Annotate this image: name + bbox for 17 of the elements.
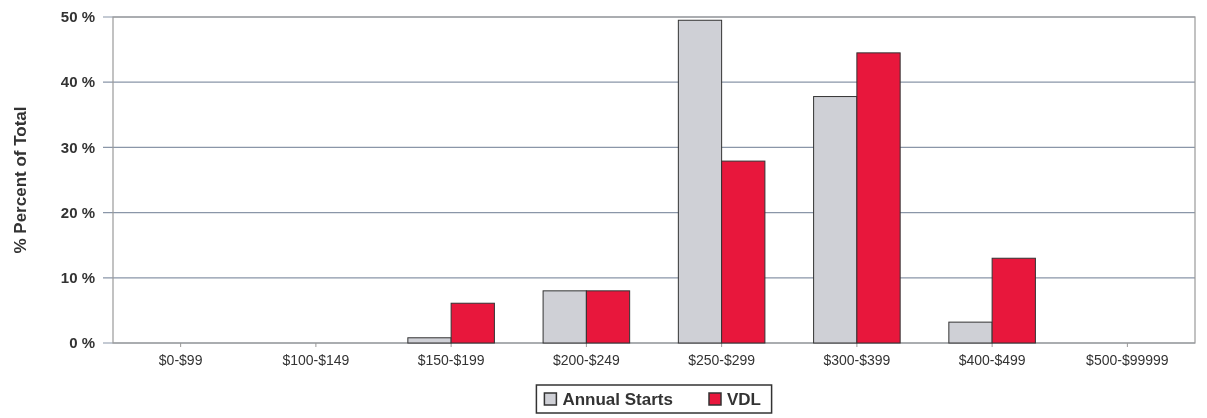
legend-label: Annual Starts bbox=[562, 389, 673, 409]
y-tick-label: 40 % bbox=[60, 73, 95, 91]
x-tick-label: $300-$399 bbox=[823, 352, 891, 368]
y-axis-title: % Percent of Total bbox=[11, 106, 30, 254]
y-tick-label: 20 % bbox=[60, 203, 95, 221]
x-tick-label: $150-$199 bbox=[417, 352, 485, 368]
y-tick-label: 10 % bbox=[60, 269, 95, 287]
x-tick-label: $250-$299 bbox=[688, 352, 756, 368]
y-tick-label: 50 % bbox=[60, 8, 95, 26]
y-tick-label: 0 % bbox=[69, 334, 95, 352]
legend-label: VDL bbox=[727, 389, 761, 409]
x-tick-label: $0-$99 bbox=[158, 352, 203, 368]
x-tick-label: $500-$99999 bbox=[1086, 352, 1169, 368]
y-tick-label: 30 % bbox=[60, 138, 95, 156]
x-tick-label: $100-$149 bbox=[282, 352, 350, 368]
x-tick-label: $400-$499 bbox=[958, 352, 1026, 368]
x-tick-label: $200-$249 bbox=[552, 352, 621, 368]
